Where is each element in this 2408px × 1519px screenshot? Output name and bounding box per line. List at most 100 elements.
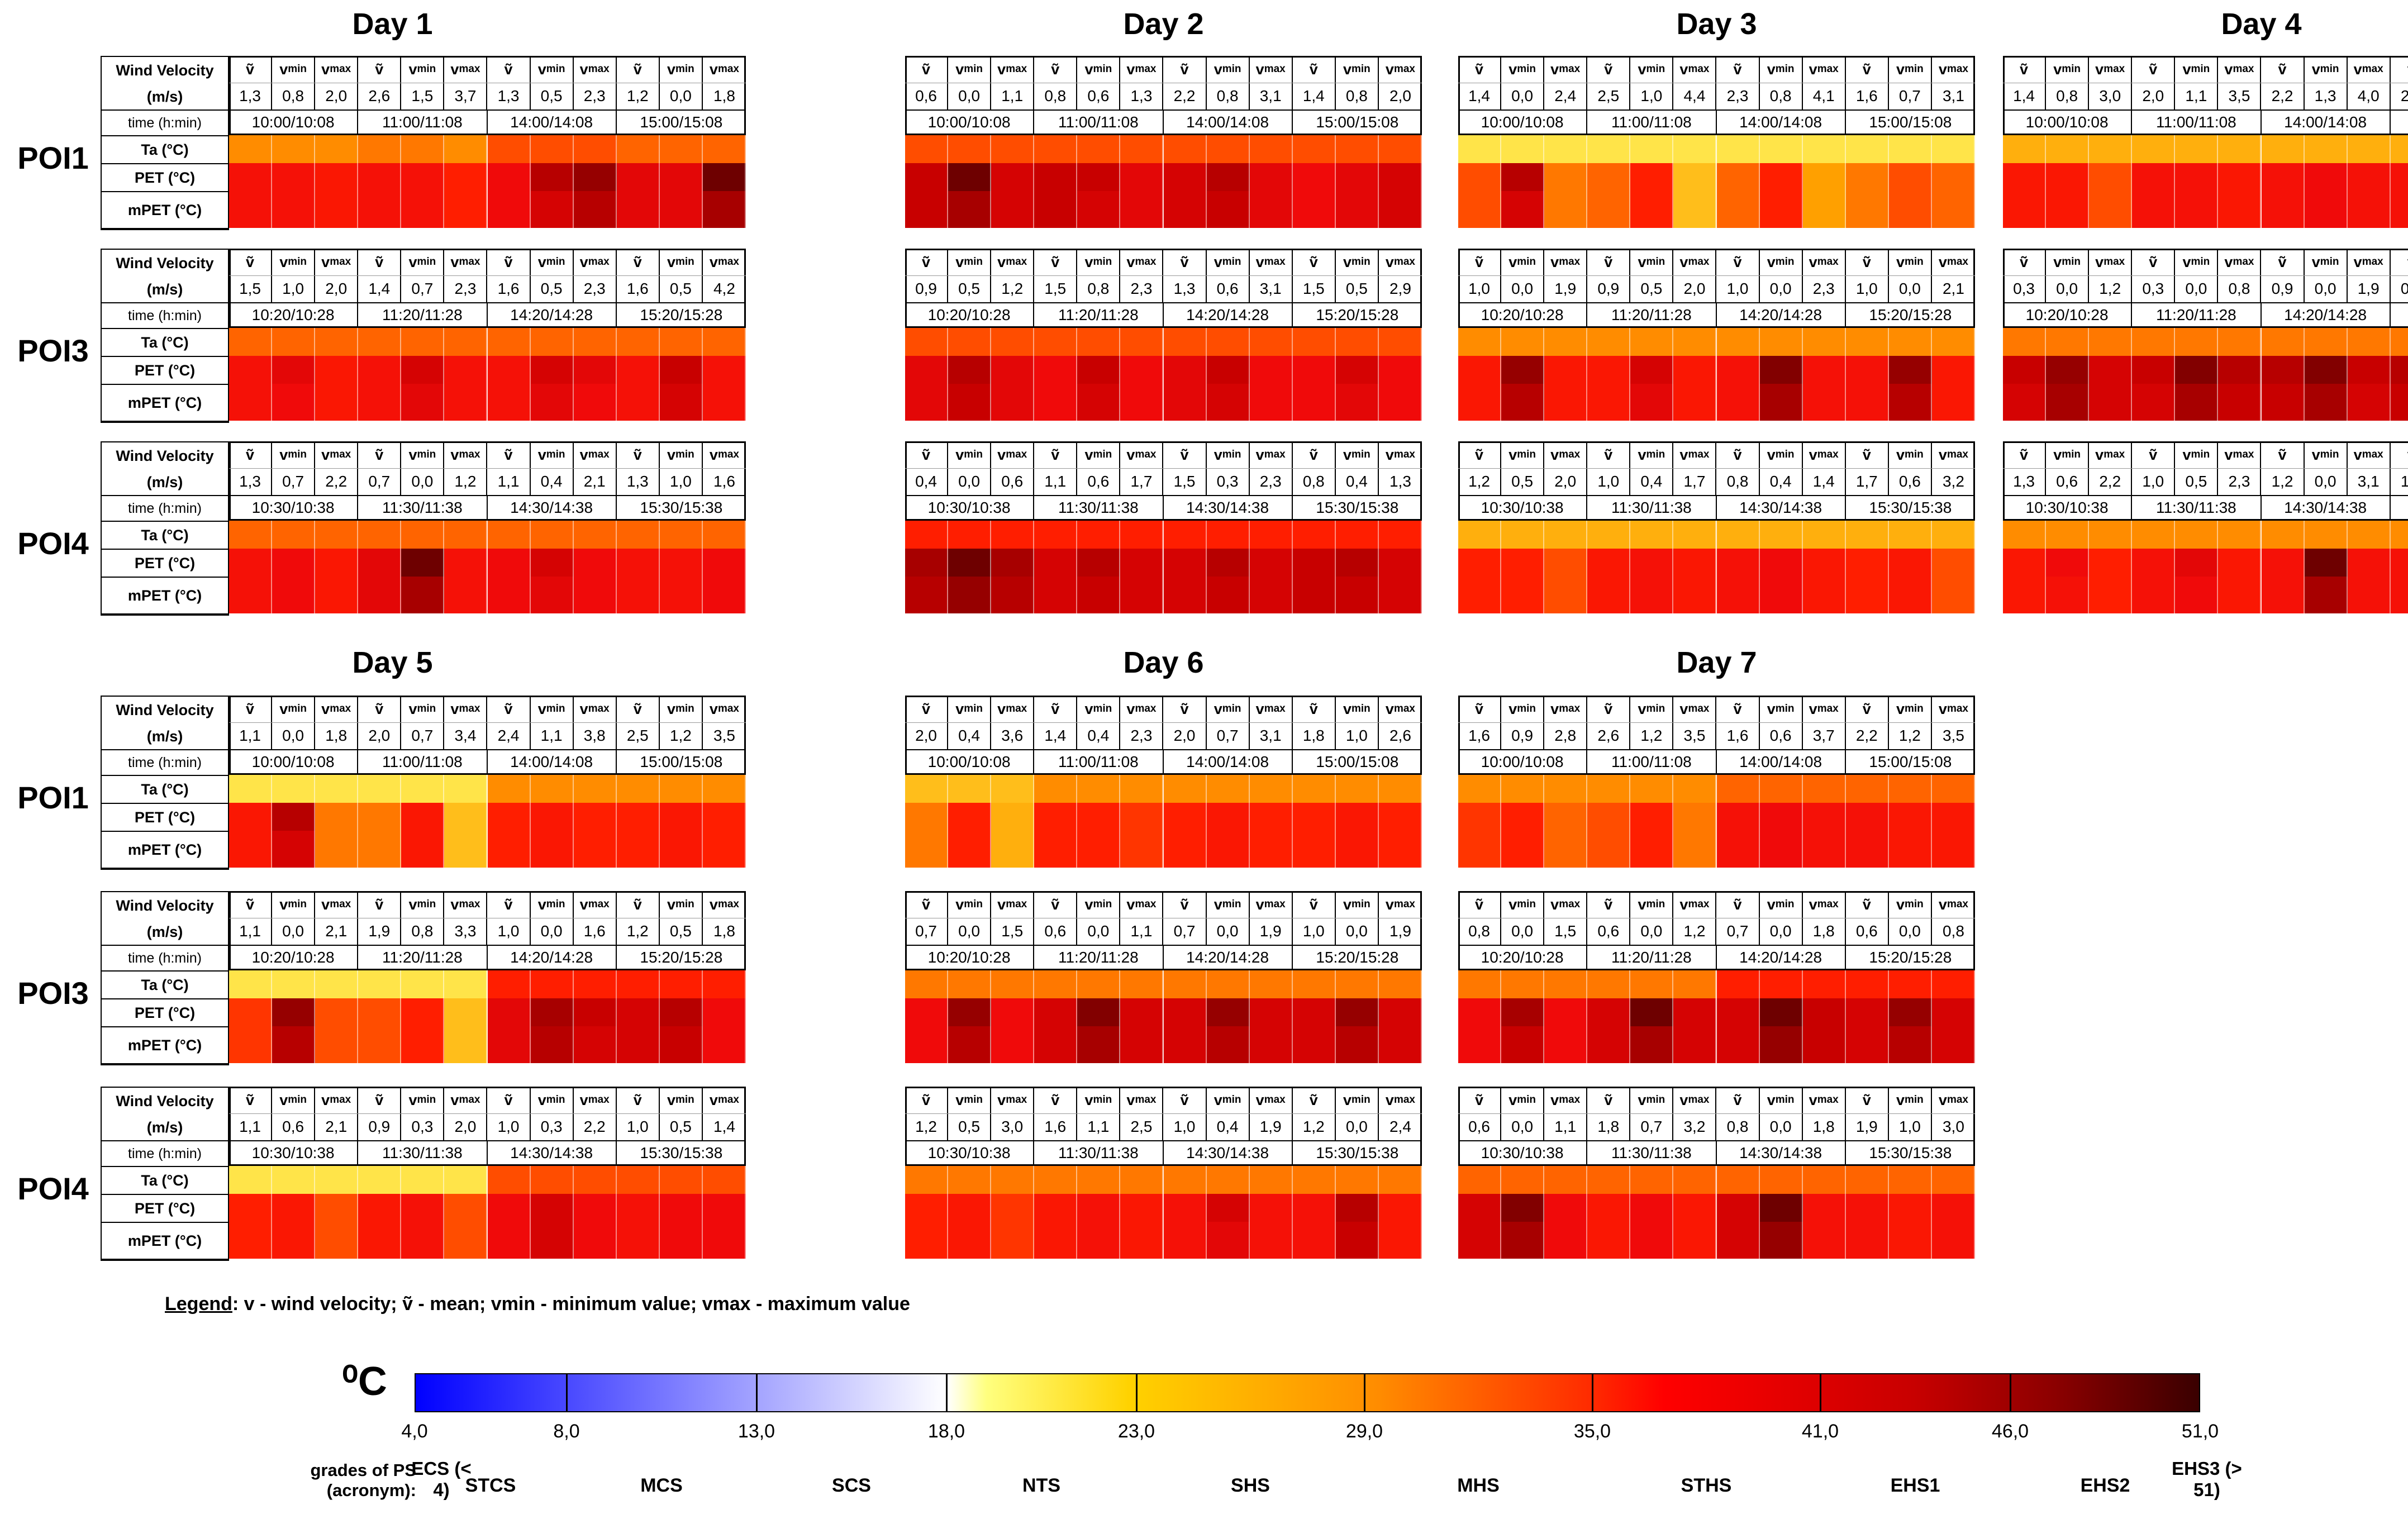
time-value: 15:00/15:08	[1869, 753, 1952, 770]
wind-value: 2,5	[1120, 1113, 1164, 1140]
heat-cell-mpet	[702, 1222, 746, 1259]
heat-cell-mpet	[1673, 1026, 1717, 1063]
heat-cell-pet	[1888, 803, 1932, 831]
colorbar-tick: 35,0	[1573, 1421, 1611, 1442]
heat-cell-pet	[948, 163, 992, 191]
column-header: ṽ	[2132, 56, 2176, 83]
wind-value: 1,0	[488, 918, 531, 945]
wind-value: 0,8	[2046, 83, 2090, 109]
time-value: 11:00/11:08	[2132, 109, 2262, 135]
heat-cell-mpet	[1673, 577, 1717, 613]
wind-value: 1,1	[229, 1113, 273, 1140]
wind-value: 1,0	[1846, 275, 1889, 302]
heat-cell-ta	[401, 1166, 445, 1194]
colorbar-divider	[2010, 1373, 2011, 1412]
wind-value: 1,0	[2132, 468, 2176, 495]
wind-value: 4,1	[1803, 83, 1846, 109]
heat-cell-pet	[1802, 549, 1846, 577]
heat-cell-mpet	[905, 577, 949, 613]
heat-cell-pet	[1544, 998, 1588, 1026]
heat-cell-pet	[1034, 998, 1078, 1026]
heat-cell-mpet	[1888, 831, 1932, 868]
heat-cell-pet	[1802, 356, 1846, 384]
heat-cell-mpet	[991, 831, 1035, 868]
heat-cell-ta	[1931, 521, 1975, 549]
heat-cell-pet	[229, 549, 273, 577]
wind-value: 0,0	[948, 468, 992, 495]
column-header: ṽ	[1034, 56, 1078, 83]
wind-value: 0,6	[1587, 918, 1631, 945]
heat-cell-pet	[1378, 549, 1422, 577]
column-header: v min	[660, 891, 703, 918]
wind-value: 0,6	[1077, 468, 1121, 495]
heat-cell-pet	[905, 803, 949, 831]
column-header: ṽ	[905, 1087, 949, 1113]
heat-cell-mpet	[1544, 1026, 1588, 1063]
heat-cell-mpet	[2003, 577, 2047, 613]
wind-value: 2,1	[574, 468, 617, 495]
row-label: Wind Velocity	[116, 61, 214, 79]
heat-cell-pet	[1544, 549, 1588, 577]
heat-cell-mpet	[530, 831, 574, 868]
heat-cell-mpet	[1335, 577, 1379, 613]
heat-cell-mpet	[1673, 191, 1717, 228]
wind-value: 1,9	[2348, 275, 2391, 302]
grade-label: SCS	[832, 1475, 871, 1496]
heat-cell-mpet	[315, 191, 359, 228]
heat-cell-mpet	[444, 1026, 488, 1063]
time-value: 15:30/15:38	[1316, 499, 1399, 516]
heat-cell-ta	[616, 521, 660, 549]
heat-cell-pet	[229, 163, 273, 191]
day-title: Day 1	[352, 7, 433, 41]
column-header: v min	[401, 1087, 445, 1113]
heat-cell-pet	[1077, 549, 1121, 577]
row-label: PET (°C)	[102, 804, 228, 832]
column-header: v max	[444, 441, 488, 468]
heat-cell-mpet	[1845, 831, 1889, 868]
heat-cell-pet	[487, 803, 531, 831]
time-value: 11:30/11:38	[1034, 495, 1164, 521]
column-header: v min	[1630, 1087, 1674, 1113]
heat-cell-mpet	[1759, 1222, 1803, 1259]
heat-cell-mpet	[2261, 384, 2305, 421]
heat-cell-mpet	[1292, 384, 1336, 421]
heat-cell-pet	[1759, 549, 1803, 577]
heat-cell-ta	[272, 775, 316, 803]
heat-cell-pet	[1845, 549, 1889, 577]
heat-cell-ta	[1759, 328, 1803, 356]
heat-cell-mpet	[2218, 384, 2262, 421]
heat-cell-pet	[1292, 163, 1336, 191]
heat-cell-ta	[2046, 521, 2090, 549]
wind-value: 0,3	[1207, 468, 1250, 495]
heat-cell-ta	[1077, 135, 1121, 163]
table-rule	[229, 468, 746, 469]
heat-cell-mpet	[358, 1026, 402, 1063]
wind-value: 3,2	[1673, 1113, 1717, 1140]
heat-cell-mpet	[2304, 384, 2348, 421]
time-value: 11:00/11:08	[358, 109, 488, 135]
heat-cell-mpet	[2218, 191, 2262, 228]
heat-cell-ta	[1034, 521, 1078, 549]
wind-table	[905, 696, 1422, 775]
day-title: Day 2	[1123, 7, 1204, 41]
heat-cell-mpet	[1845, 1026, 1889, 1063]
wind-value: 2,3	[574, 83, 617, 109]
wind-value: 0,0	[948, 83, 992, 109]
table-rule	[905, 749, 1422, 750]
heat-cell-pet	[1630, 1194, 1674, 1222]
heat-cell-ta	[1673, 135, 1717, 163]
heat-cell-ta	[401, 521, 445, 549]
time-value: 10:20/10:28	[1458, 302, 1588, 328]
column-header: v max	[1803, 249, 1846, 275]
heat-cell-pet	[1845, 356, 1889, 384]
table-rule	[229, 1140, 746, 1141]
wind-table	[1458, 891, 1975, 970]
column-header: v min	[948, 696, 992, 722]
column-header: ṽ	[2262, 249, 2305, 275]
heat-cell-ta	[1163, 328, 1207, 356]
heat-cell-ta	[659, 521, 703, 549]
time-value: 14:00/14:08	[488, 749, 617, 775]
heat-cell-pet	[1630, 998, 1674, 1026]
heat-cell-ta	[530, 135, 574, 163]
grade-label: MHS	[1457, 1475, 1500, 1496]
